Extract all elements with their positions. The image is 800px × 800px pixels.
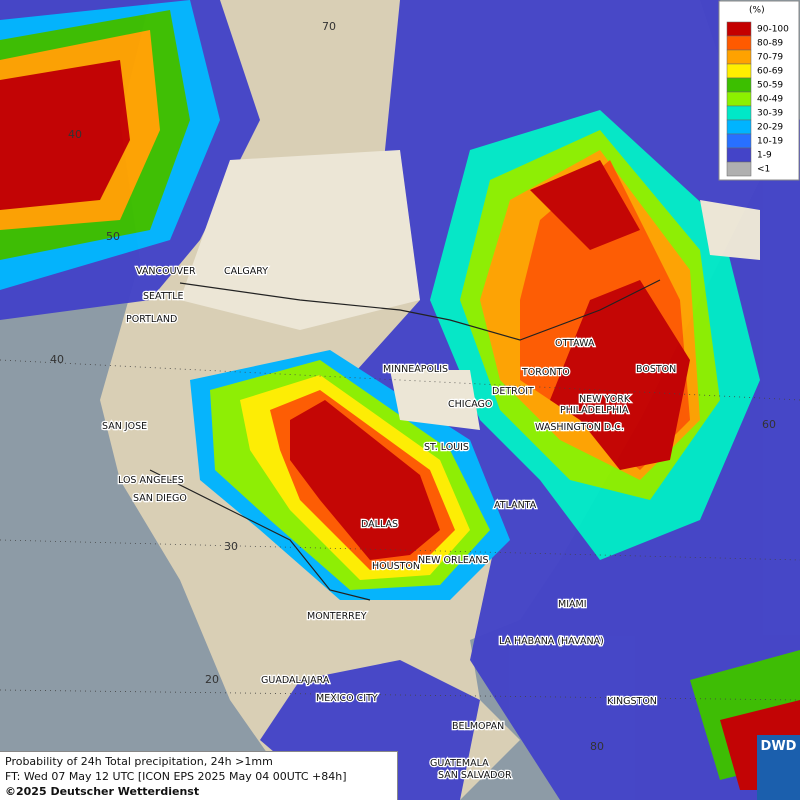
legend-label: 60-69 [757, 67, 783, 77]
legend-swatch [726, 49, 752, 65]
city-label: NEW YORK [579, 394, 631, 405]
footer-line: FT: Wed 07 May 12 UTC [ICON EPS 2025 May… [5, 770, 347, 783]
legend-swatch [726, 133, 752, 149]
city-labels: VANCOUVER CALGARY SEATTLE PORTLAND MINNE… [101, 265, 678, 783]
city-label: SEATTLE [143, 291, 184, 302]
legend-swatch [726, 105, 752, 121]
precip-area [550, 280, 690, 470]
city-label: SAN DIEGO [133, 493, 187, 504]
border-line [179, 279, 661, 341]
graticule-label: 40 [68, 128, 82, 141]
graticule-label: 30 [224, 540, 238, 553]
city-label: LOS ANGELES [118, 475, 184, 486]
border-line [149, 469, 371, 601]
footer-line: Probability of 24h Total precipitation, … [5, 755, 273, 768]
graticule-label: 60 [762, 418, 776, 431]
legend-swatch [726, 119, 752, 135]
city-label: KINGSTON [607, 696, 657, 707]
legend-swatch [726, 77, 752, 93]
borders [0, 279, 800, 701]
graticule-line [0, 539, 800, 561]
legend-label: 70-79 [757, 53, 783, 63]
graticule-label: 70 [322, 20, 336, 33]
legend-swatch [726, 91, 752, 107]
city-label: MEXICO CITY [316, 693, 378, 704]
dry-area [700, 200, 760, 260]
city-label: MINNEAPOLIS [383, 364, 448, 375]
city-label: DETROIT [492, 386, 534, 397]
legend-swatch [726, 21, 752, 37]
dry-area [180, 150, 420, 330]
legend-title: (%) [749, 6, 765, 16]
precip-area [290, 400, 440, 560]
legend-label: 30-39 [757, 109, 783, 119]
city-label: CALGARY [224, 266, 268, 277]
graticule-label: 40 [50, 353, 64, 366]
footer: Probability of 24h Total precipitation, … [0, 751, 398, 800]
city-label: BOSTON [636, 364, 676, 375]
city-label: PHILADELPHIA [560, 405, 629, 416]
legend-label: 90-100 [757, 25, 789, 35]
graticule-label: 50 [106, 230, 120, 243]
city-label: ST. LOUIS [424, 442, 469, 453]
legend-swatch [726, 35, 752, 51]
city-label: MONTERREY [307, 611, 367, 622]
precip-area [0, 60, 130, 210]
city-label: BELMOPAN [452, 721, 504, 732]
legend-label: 1-9 [757, 151, 772, 161]
dry-area [390, 370, 480, 430]
legend: (%) 90-100 80-89 70-79 60-69 50-59 40-49 30-39… [718, 0, 800, 181]
legend-label: 10-19 [757, 137, 783, 147]
graticule-line [0, 689, 800, 701]
city-label: SAN SALVADOR [438, 770, 512, 781]
legend-swatch [726, 63, 752, 79]
legend-label: <1 [757, 165, 770, 175]
city-label: HOUSTON [372, 561, 420, 572]
city-label: TORONTO [521, 367, 570, 378]
city-label: ATLANTA [494, 500, 537, 511]
city-label: GUADALAJARA [261, 675, 330, 686]
graticule-label: 80 [590, 740, 604, 753]
city-label: VANCOUVER [136, 266, 196, 277]
city-label: PORTLAND [126, 314, 177, 325]
footer-line: ©2025 Deutscher Wetterdienst [5, 785, 200, 798]
graticule-label: 20 [205, 673, 219, 686]
city-label: MIAMI [558, 599, 587, 610]
legend-swatch [726, 161, 752, 177]
legend-label: 80-89 [757, 39, 783, 49]
city-label: GUATEMALA [430, 758, 489, 769]
city-label: DALLAS [361, 519, 398, 530]
city-label: NEW ORLEANS [418, 555, 489, 566]
graticule-line [0, 359, 800, 401]
city-label: SAN JOSE [102, 421, 147, 432]
city-label: CHICAGO [448, 399, 492, 410]
precip-area [530, 160, 640, 250]
city-label: LA HABANA (HAVANA) [499, 636, 604, 647]
logo: DWD [757, 735, 800, 800]
logo-text: DWD [760, 739, 797, 754]
legend-label: 50-59 [757, 81, 783, 91]
legend-swatch [726, 147, 752, 163]
city-label: WASHINGTON D.C. [535, 422, 624, 433]
legend-label: 20-29 [757, 123, 783, 133]
legend-label: 40-49 [757, 95, 783, 105]
city-label: OTTAWA [555, 338, 595, 349]
